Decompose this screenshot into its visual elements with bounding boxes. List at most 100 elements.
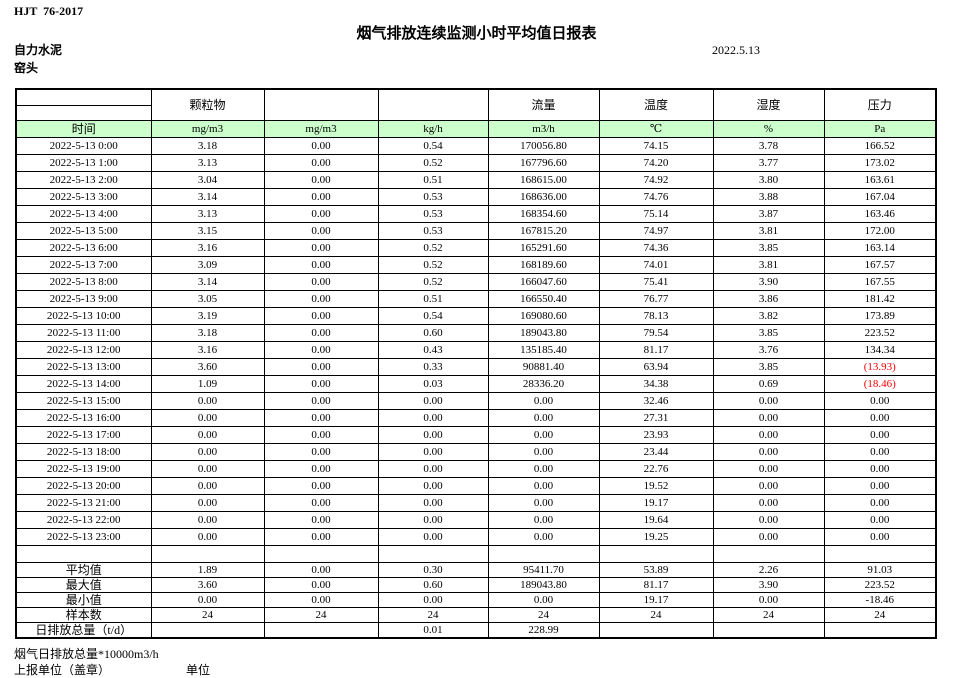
header-pressure: 压力 [823,88,937,121]
value-cell: 165291.60 [487,239,600,257]
value-cell: 0.00 [150,460,265,478]
table-row: 2022-5-13 3:00 3.14 0.00 0.53 168636.00 74.76… [15,188,937,206]
value-cell: 3.86 [712,290,825,308]
time-cell: 2022-5-13 20:00 [15,477,152,495]
summary-value-cell [823,622,937,639]
value-cell: 0.00 [263,137,379,155]
value-cell: 3.81 [712,222,825,240]
value-cell: 3.76 [712,341,825,359]
value-cell: (18.46) [823,375,937,393]
value-cell: 19.64 [598,511,714,529]
time-cell: 2022-5-13 4:00 [15,205,152,223]
value-cell: 27.31 [598,409,714,427]
value-cell: 163.46 [823,205,937,223]
value-cell: 75.41 [598,273,714,291]
time-cell: 2022-5-13 12:00 [15,341,152,359]
value-cell: 78.13 [598,307,714,325]
summary-value-cell: 0.00 [377,592,489,608]
value-cell: 3.87 [712,205,825,223]
report-date: 2022.5.13 [712,43,760,57]
summary-value-cell: 223.52 [823,577,937,593]
value-cell: 0.53 [377,205,489,223]
table-row: 2022-5-13 2:00 3.04 0.00 0.51 168615.00 74.92… [15,171,937,189]
header-blank-top [15,88,152,106]
table-row: 2022-5-13 0:00 3.18 0.00 0.54 170056.80 74.15… [15,137,937,155]
value-cell: 0.00 [823,392,937,410]
time-cell: 2022-5-13 16:00 [15,409,152,427]
value-cell: 0.00 [377,528,489,546]
value-cell: 3.77 [712,154,825,172]
value-cell: 0.00 [823,494,937,512]
value-cell: 0.51 [377,290,489,308]
value-cell: 0.00 [712,392,825,410]
table-row: 2022-5-13 6:00 3.16 0.00 0.52 165291.60 74.36… [15,239,937,257]
value-cell: 3.09 [150,256,265,274]
table-row: 2022-5-13 17:00 0.00 0.00 0.00 0.00 23.93 0.00… [15,426,937,444]
value-cell: 0.00 [150,528,265,546]
value-cell: 166047.60 [487,273,600,291]
value-cell: 166550.40 [487,290,600,308]
header-empty-1 [263,88,379,121]
value-cell: 0.00 [487,426,600,444]
time-cell: 2022-5-13 18:00 [15,443,152,461]
value-cell: 0.00 [487,392,600,410]
table-row: 2022-5-13 20:00 0.00 0.00 0.00 0.00 19.52 0.00… [15,477,937,495]
time-cell: 2022-5-13 9:00 [15,290,152,308]
summary-row: 最小值 0.00 0.00 0.00 0.00 19.17 0.00 -18.46 [15,592,937,608]
empty-cell [598,545,714,563]
summary-value-cell: 24 [377,607,489,623]
value-cell: 0.03 [377,375,489,393]
summary-value-cell [150,622,265,639]
empty-cell [377,545,489,563]
value-cell: 0.00 [150,443,265,461]
header-blank-bottom [15,105,152,121]
time-cell: 2022-5-13 10:00 [15,307,152,325]
table-row: 2022-5-13 23:00 0.00 0.00 0.00 0.00 19.25 0.00… [15,528,937,546]
time-cell: 2022-5-13 21:00 [15,494,152,512]
table-row: 2022-5-13 9:00 3.05 0.00 0.51 166550.40 76.77… [15,290,937,308]
value-cell: 168354.60 [487,205,600,223]
value-cell: 167.04 [823,188,937,206]
value-cell: 0.54 [377,137,489,155]
value-cell: 170056.80 [487,137,600,155]
summary-value-cell: 24 [598,607,714,623]
summary-label: 日排放总量（t/d） [15,622,152,639]
value-cell: 3.60 [150,358,265,376]
summary-row: 样本数 24 24 24 24 24 24 24 [15,607,937,623]
time-cell: 2022-5-13 11:00 [15,324,152,342]
value-cell: 172.00 [823,222,937,240]
value-cell: 63.94 [598,358,714,376]
time-cell: 2022-5-13 2:00 [15,171,152,189]
value-cell: 0.00 [712,426,825,444]
time-cell: 2022-5-13 0:00 [15,137,152,155]
table-row: 2022-5-13 22:00 0.00 0.00 0.00 0.00 19.64 0.00… [15,511,937,529]
value-cell: 3.05 [150,290,265,308]
header-row-groups: 颗粒物 流量 温度 湿度 压力 [15,88,937,121]
value-cell: 3.88 [712,188,825,206]
value-cell: 0.00 [263,205,379,223]
unit-row: 时间 mg/m3 mg/m3 kg/h m3/h ℃ % Pa [15,120,937,138]
value-cell: (13.93) [823,358,937,376]
time-cell: 2022-5-13 6:00 [15,239,152,257]
summary-value-cell: 81.17 [598,577,714,593]
summary-value-cell: 0.00 [712,592,825,608]
table-row: 2022-5-13 18:00 0.00 0.00 0.00 0.00 23.44 0.00… [15,443,937,461]
value-cell: 0.00 [487,528,600,546]
value-cell: 79.54 [598,324,714,342]
time-cell: 2022-5-13 15:00 [15,392,152,410]
table-row: 2022-5-13 8:00 3.14 0.00 0.52 166047.60 75.41… [15,273,937,291]
value-cell: 0.00 [263,409,379,427]
value-cell: 168615.00 [487,171,600,189]
value-cell: 23.93 [598,426,714,444]
table-row: 2022-5-13 14:00 1.09 0.00 0.03 28336.20 34.38… [15,375,937,393]
header-temperature: 温度 [598,88,714,121]
summary-value-cell: 24 [487,607,600,623]
summary-value-cell: 95411.70 [487,562,600,578]
table-row: 2022-5-13 1:00 3.13 0.00 0.52 167796.60 74.20… [15,154,937,172]
value-cell: 0.00 [150,426,265,444]
time-cell: 2022-5-13 3:00 [15,188,152,206]
value-cell: 0.00 [377,494,489,512]
value-cell: 34.38 [598,375,714,393]
summary-value-cell: 0.60 [377,577,489,593]
value-cell: 169080.60 [487,307,600,325]
